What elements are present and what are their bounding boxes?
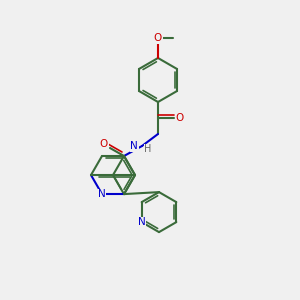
Text: N: N bbox=[130, 141, 138, 151]
Text: H: H bbox=[144, 144, 152, 154]
Text: O: O bbox=[154, 33, 162, 43]
Text: O: O bbox=[100, 139, 108, 149]
Text: N: N bbox=[138, 217, 146, 227]
Text: O: O bbox=[176, 113, 184, 123]
Text: N: N bbox=[98, 189, 106, 199]
